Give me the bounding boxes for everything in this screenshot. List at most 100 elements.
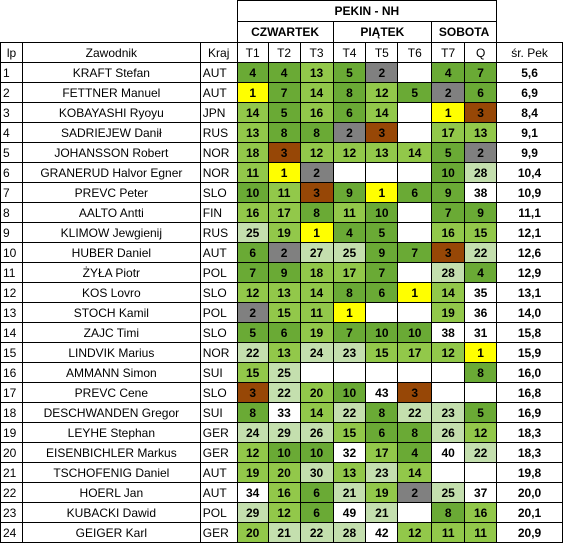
result-cell (397, 162, 433, 183)
result-cell: 20 (267, 462, 301, 483)
column-header: T5 (365, 42, 399, 63)
result-cell: 5 (464, 402, 498, 423)
result-cell: 3 (464, 102, 498, 123)
rank: 4 (0, 122, 23, 143)
result-cell: 15 (267, 302, 301, 323)
table-row: 19 LEYHE Stephan GER 24 29 26 15 6 8 26 12 18,3 (0, 422, 563, 443)
result-cell: 15 (365, 342, 399, 363)
column-header: T6 (397, 42, 433, 63)
result-cell: 10 (431, 162, 466, 183)
average: 5,6 (496, 62, 563, 83)
result-cell: 29 (267, 422, 301, 443)
country: POL (199, 302, 238, 323)
country: GER (199, 422, 238, 443)
result-cell: 43 (365, 382, 399, 403)
athlete-name: GEIGER Karl (21, 522, 201, 543)
average: 20,9 (496, 522, 563, 543)
result-cell: 3 (397, 382, 433, 403)
rank: 3 (0, 102, 23, 123)
result-cell: 38 (464, 182, 498, 203)
result-cell: 10 (365, 202, 399, 223)
country: AUT (199, 482, 238, 503)
rank: 8 (0, 202, 23, 223)
result-cell: 1 (464, 342, 498, 363)
day-header: CZWARTEK (236, 21, 334, 43)
result-cell: 6 (267, 322, 301, 343)
result-cell: 16 (431, 222, 466, 243)
result-cell: 38 (431, 322, 466, 343)
result-cell: 17 (332, 262, 367, 283)
result-cell: 6 (365, 422, 399, 443)
result-cell: 6 (299, 482, 334, 503)
result-cell: 11 (299, 302, 334, 323)
athlete-name: ŻYŁA Piotr (21, 262, 201, 283)
result-cell: 27 (299, 242, 334, 263)
result-cell (332, 362, 367, 383)
result-cell: 5 (267, 102, 301, 123)
result-cell: 12 (299, 142, 334, 163)
country: SLO (199, 382, 238, 403)
average: 10,9 (496, 182, 563, 203)
average: 9,1 (496, 122, 563, 143)
result-cell: 25 (332, 242, 367, 263)
result-cell: 9 (464, 202, 498, 223)
column-header: T7 (431, 42, 466, 63)
table-row: CZWARTEK PIĄTEK SOBOTA (1, 21, 563, 43)
average: 8,4 (496, 102, 563, 123)
average: 15,8 (496, 322, 563, 343)
result-cell: 8 (365, 402, 399, 423)
result-cell: 10 (397, 322, 433, 343)
result-cell: 6 (365, 282, 399, 303)
result-cell: 10 (365, 322, 399, 343)
result-cell (397, 502, 433, 523)
blank (497, 22, 563, 43)
result-cell: 30 (299, 462, 334, 483)
result-cell: 9 (365, 242, 399, 263)
country: GER (199, 442, 238, 463)
day-header: SOBOTA (431, 21, 498, 43)
athlete-name: GRANERUD Halvor Egner (21, 162, 201, 183)
result-cell: 5 (365, 222, 399, 243)
country: NOR (199, 142, 238, 163)
result-cell: 18 (236, 142, 269, 163)
result-cell: 6 (464, 82, 498, 103)
country: POL (199, 262, 238, 283)
result-cell: 25 (267, 362, 301, 383)
country: NOR (199, 162, 238, 183)
average: 20,1 (496, 502, 563, 523)
result-cell: 14 (299, 282, 334, 303)
result-cell: 28 (332, 522, 367, 543)
table-row: 7 PREVC Peter SLO 10 11 3 9 1 6 9 38 10,9 (0, 182, 563, 203)
athlete-name: EISENBICHLER Markus (21, 442, 201, 463)
column-header: Q (464, 42, 498, 63)
rank: 16 (0, 362, 23, 383)
athlete-name: HUBER Daniel (21, 242, 201, 263)
result-cell (464, 462, 498, 483)
column-header: Kraj (199, 42, 238, 63)
result-cell: 36 (464, 302, 498, 323)
result-cell: 8 (299, 202, 334, 223)
result-cell: 16 (236, 202, 269, 223)
result-cell: 10 (236, 182, 269, 203)
table-row: 16 AMMANN Simon SUI 15 25 8 16,0 (0, 362, 563, 383)
result-cell: 17 (431, 122, 466, 143)
result-cell: 14 (397, 142, 433, 163)
result-cell: 5 (236, 322, 269, 343)
athlete-name: PREVC Cene (21, 382, 201, 403)
result-cell: 19 (299, 322, 334, 343)
result-cell (397, 362, 433, 383)
result-cell: 3 (299, 182, 334, 203)
result-cell: 1 (365, 182, 399, 203)
result-cell: 22 (464, 442, 498, 463)
result-cell (431, 462, 466, 483)
result-cell: 14 (299, 402, 334, 423)
result-cell: 8 (332, 282, 367, 303)
result-cell: 5 (431, 142, 466, 163)
blank (1, 1, 238, 22)
rank: 1 (0, 62, 23, 83)
table-row: 9 KLIMOW Jewgienij RUS 25 19 1 4 5 16 15 12,1 (0, 222, 563, 243)
country: RUS (199, 222, 238, 243)
country: RUS (199, 122, 238, 143)
result-cell: 2 (332, 122, 367, 143)
